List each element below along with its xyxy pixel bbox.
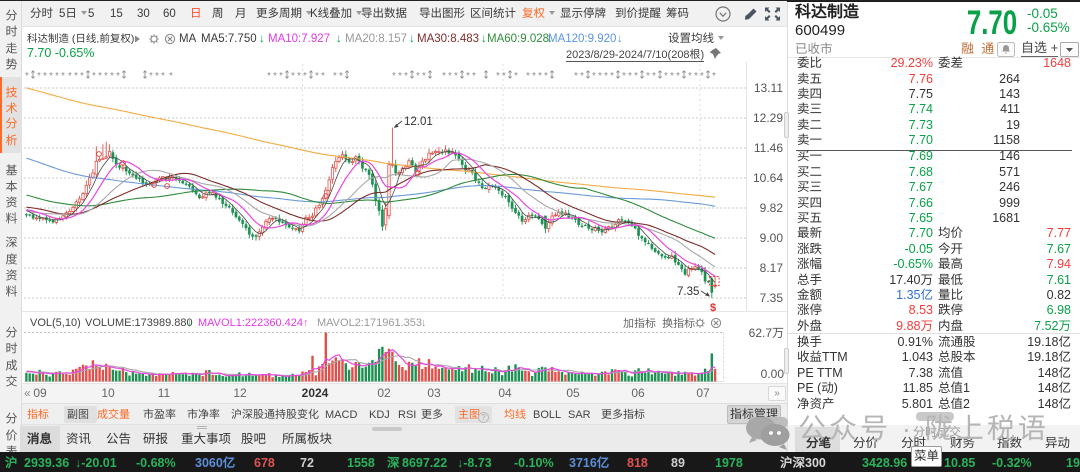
svg-text:*: * — [61, 71, 65, 82]
svg-text:*: * — [538, 71, 542, 82]
svg-text:*: * — [98, 71, 102, 82]
svg-text:*: * — [273, 71, 277, 82]
svg-text:*: * — [634, 71, 638, 82]
svg-text:*: * — [392, 71, 396, 82]
svg-text:*: * — [454, 71, 458, 82]
svg-text:7.35: 7.35 — [677, 286, 699, 298]
svg-text:*: * — [104, 71, 108, 82]
svg-text:*: * — [592, 71, 596, 82]
svg-text:*: * — [398, 71, 402, 82]
svg-text:*: * — [43, 71, 47, 82]
svg-text:*: * — [694, 71, 698, 82]
svg-text:*: * — [502, 71, 506, 82]
svg-text:*: * — [25, 71, 29, 82]
svg-text:*: * — [532, 71, 536, 82]
svg-text:*: * — [68, 71, 72, 82]
svg-text:*: * — [580, 71, 584, 82]
svg-text:*: * — [496, 71, 500, 82]
svg-text:*: * — [628, 71, 632, 82]
svg-text:*: * — [442, 71, 446, 82]
svg-text:*: * — [544, 71, 548, 82]
svg-text:*: * — [604, 71, 608, 82]
svg-text:*: * — [688, 71, 692, 82]
svg-text:*: * — [422, 71, 426, 82]
svg-text:*: * — [297, 71, 301, 82]
svg-text:*: * — [466, 71, 470, 82]
svg-text:12.01: 12.01 — [404, 116, 433, 128]
svg-text:*: * — [610, 71, 614, 82]
svg-text:*: * — [700, 71, 704, 82]
svg-text:*: * — [526, 71, 530, 82]
svg-text:*: * — [472, 71, 476, 82]
svg-text:*: * — [514, 71, 518, 82]
svg-text:*: * — [670, 71, 674, 82]
svg-text:*: * — [574, 71, 578, 82]
svg-text:*: * — [664, 71, 668, 82]
svg-text:*: * — [37, 71, 41, 82]
svg-text:*: * — [646, 71, 650, 82]
svg-text:*: * — [416, 71, 420, 82]
svg-text:*: * — [303, 71, 307, 82]
svg-text:*: * — [333, 71, 337, 82]
svg-text:*: * — [169, 71, 173, 82]
svg-text:*: * — [622, 71, 626, 82]
svg-text:*: * — [74, 71, 78, 82]
svg-text:*: * — [598, 71, 602, 82]
svg-text:*: * — [279, 71, 283, 82]
svg-text:*: * — [80, 71, 84, 82]
svg-text:*: * — [652, 71, 656, 82]
svg-text:*: * — [116, 71, 120, 82]
svg-text:*: * — [448, 71, 452, 82]
svg-text:$: $ — [710, 302, 716, 314]
svg-text:*: * — [315, 71, 319, 82]
svg-text:*: * — [149, 71, 153, 82]
svg-text:*: * — [110, 71, 114, 82]
svg-text:*: * — [155, 71, 159, 82]
svg-text:*: * — [712, 71, 716, 82]
svg-text:*: * — [267, 71, 271, 82]
svg-text:*: * — [161, 71, 165, 82]
svg-text:*: * — [404, 71, 408, 82]
svg-text:*: * — [676, 71, 680, 82]
svg-text:*: * — [49, 71, 53, 82]
svg-text:*: * — [321, 71, 325, 82]
svg-text:*: * — [92, 71, 96, 82]
svg-text:*: * — [339, 71, 343, 82]
svg-text:*: * — [55, 71, 59, 82]
svg-text:*: * — [291, 71, 295, 82]
